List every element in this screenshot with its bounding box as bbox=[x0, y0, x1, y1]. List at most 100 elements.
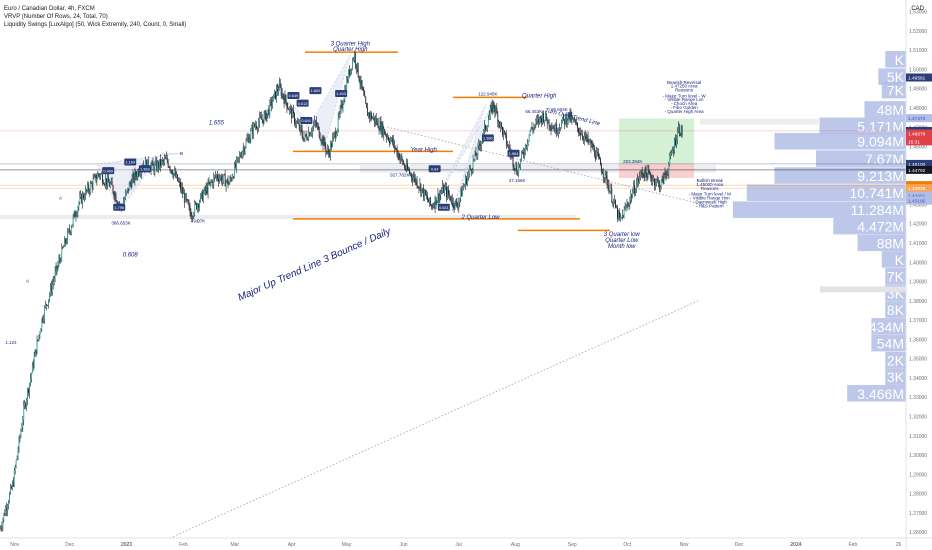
candle-body bbox=[112, 185, 114, 193]
candle-body bbox=[460, 189, 462, 198]
volume-value: 48M bbox=[877, 102, 904, 118]
x-tick-label: Jul bbox=[455, 542, 461, 548]
candle-body bbox=[136, 175, 138, 178]
candle-body bbox=[277, 90, 279, 92]
candle-body bbox=[599, 156, 600, 159]
volume-bar bbox=[881, 251, 906, 268]
candle-body bbox=[11, 486, 12, 489]
candle-body bbox=[558, 128, 559, 133]
candle-body bbox=[442, 185, 444, 192]
y-tick-label: 1.41000 bbox=[909, 241, 927, 247]
candle-body bbox=[613, 200, 615, 204]
candle-body bbox=[6, 507, 8, 511]
candle-body bbox=[275, 91, 276, 99]
candle-body bbox=[298, 123, 300, 131]
candle-body bbox=[411, 177, 413, 181]
candle-body bbox=[466, 177, 467, 185]
candle-body bbox=[210, 181, 212, 183]
candle-body bbox=[559, 128, 560, 130]
candle-body bbox=[392, 140, 394, 144]
y-tick-label: 1.31000 bbox=[909, 434, 927, 440]
candle-body bbox=[449, 196, 451, 201]
candle-body bbox=[369, 112, 370, 118]
candle-body bbox=[475, 151, 477, 157]
candle-body bbox=[36, 340, 38, 354]
candle-body bbox=[402, 159, 404, 164]
candle-body bbox=[274, 91, 275, 95]
candle-body bbox=[80, 194, 82, 197]
y-tick-label: 1.40000 bbox=[909, 260, 927, 266]
candle-body bbox=[665, 173, 667, 176]
candle-body bbox=[202, 193, 204, 201]
candle-body bbox=[166, 157, 168, 161]
candle-body bbox=[7, 506, 8, 511]
candle-body bbox=[38, 334, 40, 340]
candle-body bbox=[63, 246, 65, 249]
candle-body bbox=[244, 147, 246, 153]
candle-body bbox=[90, 183, 92, 184]
candle-body bbox=[441, 191, 443, 194]
candle-body bbox=[419, 183, 421, 188]
candle-body bbox=[282, 93, 284, 98]
y-tick-label: 1.34000 bbox=[909, 376, 927, 382]
candle-body bbox=[582, 137, 584, 140]
candle-body bbox=[56, 265, 58, 270]
volume-bar bbox=[774, 132, 906, 150]
candle-body bbox=[129, 183, 131, 184]
candle-body bbox=[589, 140, 591, 142]
candle-body bbox=[17, 450, 19, 457]
annotation-text: Year High bbox=[410, 147, 437, 153]
candle-body bbox=[239, 155, 241, 157]
candle-body bbox=[586, 135, 588, 140]
candle-body bbox=[33, 356, 35, 368]
candle-body bbox=[51, 284, 53, 292]
candle-body bbox=[240, 156, 242, 158]
candle-body bbox=[229, 178, 231, 184]
candle-body bbox=[23, 405, 25, 421]
candle-body bbox=[552, 127, 554, 129]
candle-body bbox=[321, 137, 323, 142]
candle-body bbox=[2, 519, 4, 527]
candle-body bbox=[144, 160, 146, 169]
candle-body bbox=[505, 134, 507, 145]
ratio-badge-label: 1.796 bbox=[114, 206, 124, 210]
candle-body bbox=[623, 209, 625, 218]
value-area-band bbox=[360, 164, 716, 173]
candle-body bbox=[173, 173, 175, 177]
candle-body bbox=[40, 329, 42, 333]
candle-body bbox=[44, 307, 46, 319]
candle-body bbox=[333, 134, 334, 138]
candle-body bbox=[182, 192, 184, 194]
candle-body bbox=[262, 119, 264, 124]
candle-body bbox=[168, 166, 170, 168]
candle-body bbox=[565, 115, 567, 124]
candle-body bbox=[113, 192, 115, 198]
candle-body bbox=[648, 169, 650, 173]
candle-body bbox=[494, 108, 496, 113]
annotation-text: Reasons bbox=[701, 186, 720, 191]
candle-body bbox=[157, 162, 159, 170]
candle-body bbox=[291, 108, 293, 119]
candle-body bbox=[579, 132, 580, 134]
candle-body bbox=[499, 121, 501, 127]
price-tag-label: 1.44792 bbox=[908, 168, 926, 174]
major-up-trend-line bbox=[169, 299, 701, 539]
candle-body bbox=[371, 113, 372, 119]
candle-body bbox=[11, 482, 13, 489]
candle-body bbox=[486, 128, 487, 130]
candle-body bbox=[278, 83, 280, 91]
candle-body bbox=[366, 103, 368, 109]
price-tag-label: 1.46678 bbox=[908, 131, 926, 137]
candle-body bbox=[443, 185, 445, 193]
currency-label[interactable]: CAD bbox=[911, 6, 924, 12]
candle-body bbox=[27, 389, 28, 401]
candle-body bbox=[270, 100, 272, 102]
candle-body bbox=[248, 137, 250, 143]
candle-body bbox=[284, 95, 286, 104]
candle-body bbox=[491, 104, 493, 113]
candle-body bbox=[455, 200, 457, 203]
candle-body bbox=[624, 207, 626, 210]
candle-body bbox=[564, 115, 566, 124]
